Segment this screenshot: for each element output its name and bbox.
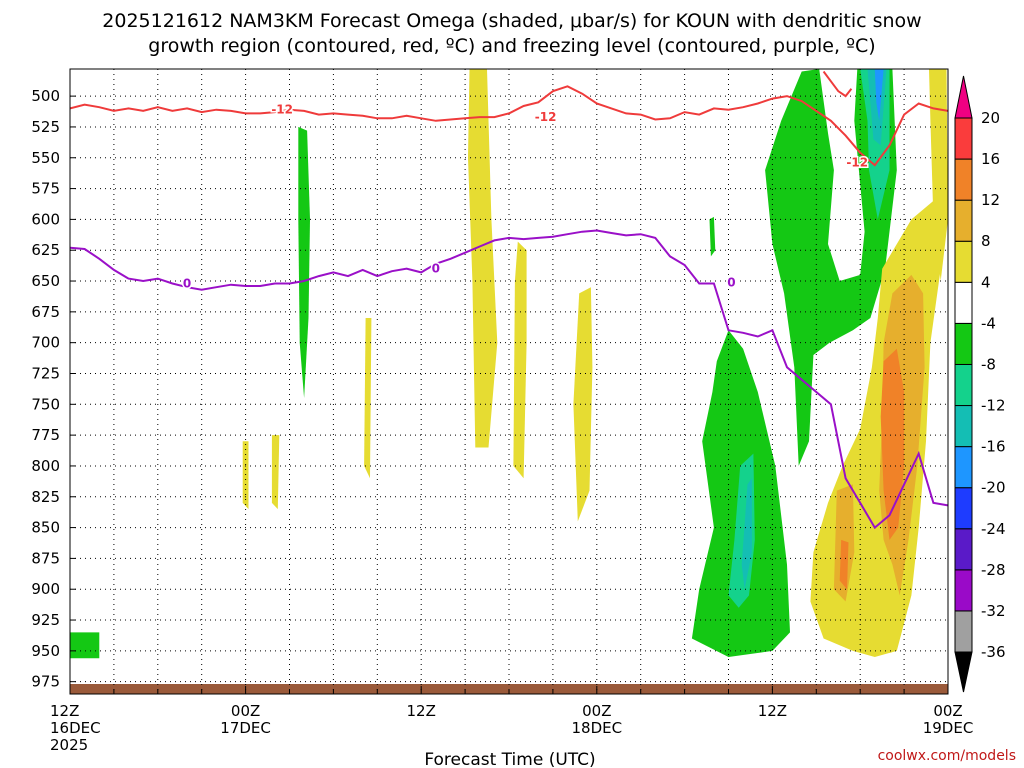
omega-region: [839, 539, 849, 590]
freezing-level-contour: [70, 229, 948, 530]
y-tick-label: 975: [31, 673, 60, 691]
y-tick-label: 500: [31, 87, 60, 105]
colorbar-swatch: [954, 199, 973, 242]
x-tick-label: 12Z: [758, 702, 787, 720]
colorbar-swatch: [954, 487, 973, 530]
omega-region: [874, 69, 884, 121]
y-tick-label: 750: [31, 395, 60, 413]
colorbar-swatch: [954, 322, 973, 365]
x-axis-label: Forecast Time (UTC): [424, 750, 595, 768]
y-tick-label: 950: [31, 642, 60, 660]
chart-title-line-1: 2025121612 NAM3KM Forecast Omega (shaded…: [102, 10, 921, 32]
colorbar-label: -4: [981, 314, 996, 332]
chart-title-line-2: growth region (contoured, red, ºC) and f…: [148, 35, 875, 57]
x-tick-label: 16DEC: [50, 719, 101, 737]
y-tick-label: 775: [31, 426, 60, 444]
omega-region: [513, 241, 527, 479]
omega-region: [741, 478, 752, 590]
colorbar-label: -20: [981, 479, 1006, 497]
y-tick-label: 650: [31, 272, 60, 290]
colorbar-label: -32: [981, 602, 1006, 620]
y-tick-label: 800: [31, 457, 60, 475]
colorbar-swatch: [954, 363, 973, 407]
omega-region: [709, 216, 716, 257]
colorbar-bottom-arrow: [954, 651, 973, 693]
x-tick-label: 12Z: [407, 702, 436, 720]
colorbar-label: -16: [981, 438, 1006, 456]
omega-region: [765, 69, 897, 466]
y-tick-label: 700: [31, 334, 60, 352]
colorbar-label: 8: [981, 232, 991, 250]
x-tick-label: 17DEC: [220, 719, 271, 737]
freezing-contour-label: 0: [727, 275, 735, 289]
credit-text: coolwx.com/models: [878, 748, 1016, 764]
omega-region: [298, 126, 310, 399]
y-tick-label: 675: [31, 303, 60, 321]
omega-region: [929, 69, 948, 281]
omega-region: [573, 287, 593, 522]
dgz-contour-label: -12: [535, 110, 557, 124]
omega-region: [271, 435, 280, 510]
colorbar-swatch: [954, 117, 973, 160]
y-tick-label: 725: [31, 364, 60, 382]
y-axis: 500 525 550 575 600 625 650 675 700 725 750 775 800 8…: [31, 87, 76, 691]
omega-region: [70, 632, 100, 659]
colorbar-label: -28: [981, 561, 1006, 579]
y-tick-label: 825: [31, 488, 60, 506]
omega-region: [364, 318, 372, 479]
y-tick-label: 525: [31, 118, 60, 136]
colorbar-swatch: [954, 446, 973, 489]
colorbar-label: -12: [981, 397, 1006, 415]
colorbar-label: -36: [981, 643, 1006, 661]
colorbar-swatch: [954, 528, 973, 571]
colorbar: -36 -32 -28 -24 -20 -16 -12 -8 -4 4 8 12 16 20: [954, 75, 1006, 693]
x-tick-label: 19DEC: [923, 719, 974, 737]
colorbar-swatch: [954, 405, 973, 448]
colorbar-label: -24: [981, 520, 1006, 538]
x-tick-label: 00Z: [231, 702, 260, 720]
freezing-contour-label: 0: [432, 262, 440, 276]
dgz-contour-label: -12: [271, 103, 293, 117]
colorbar-top-arrow: [954, 75, 973, 119]
omega-region: [242, 441, 249, 510]
x-tick-label: 18DEC: [572, 719, 623, 737]
y-tick-label: 875: [31, 549, 60, 567]
colorbar-label: 12: [981, 191, 1000, 209]
colorbar-swatch: [954, 281, 973, 324]
x-tick-label: 12Z: [50, 702, 79, 720]
y-tick-label: 925: [31, 611, 60, 629]
y-tick-label: 850: [31, 519, 60, 537]
y-tick-label: 575: [31, 180, 60, 198]
colorbar-swatch: [954, 158, 973, 201]
colorbar-label: 16: [981, 150, 1000, 168]
y-tick-label: 550: [31, 149, 60, 167]
colorbar-swatch: [954, 569, 973, 612]
omega-region: [468, 69, 498, 448]
dgz-minus12-contour: [822, 70, 853, 98]
y-tick-label: 625: [31, 241, 60, 259]
dgz-minus12-contour: [70, 85, 948, 167]
x-tick-label: 00Z: [933, 702, 962, 720]
dgz-contour-label: -12: [846, 156, 868, 170]
freezing-contour-label: 0: [183, 276, 191, 290]
y-tick-label: 900: [31, 580, 60, 598]
omega-region: [880, 348, 905, 540]
x-tick-label: 2025: [50, 736, 88, 754]
colorbar-label: -8: [981, 355, 996, 373]
colorbar-swatch: [954, 610, 973, 653]
contour-layer: -12 -12 -12 0 0 0: [70, 70, 948, 530]
colorbar-label: 20: [981, 109, 1000, 127]
colorbar-label: 4: [981, 273, 991, 291]
colorbar-swatch: [954, 240, 973, 283]
y-tick-label: 600: [31, 210, 60, 228]
grid-layer: [70, 69, 948, 694]
x-tick-label: 00Z: [582, 702, 611, 720]
